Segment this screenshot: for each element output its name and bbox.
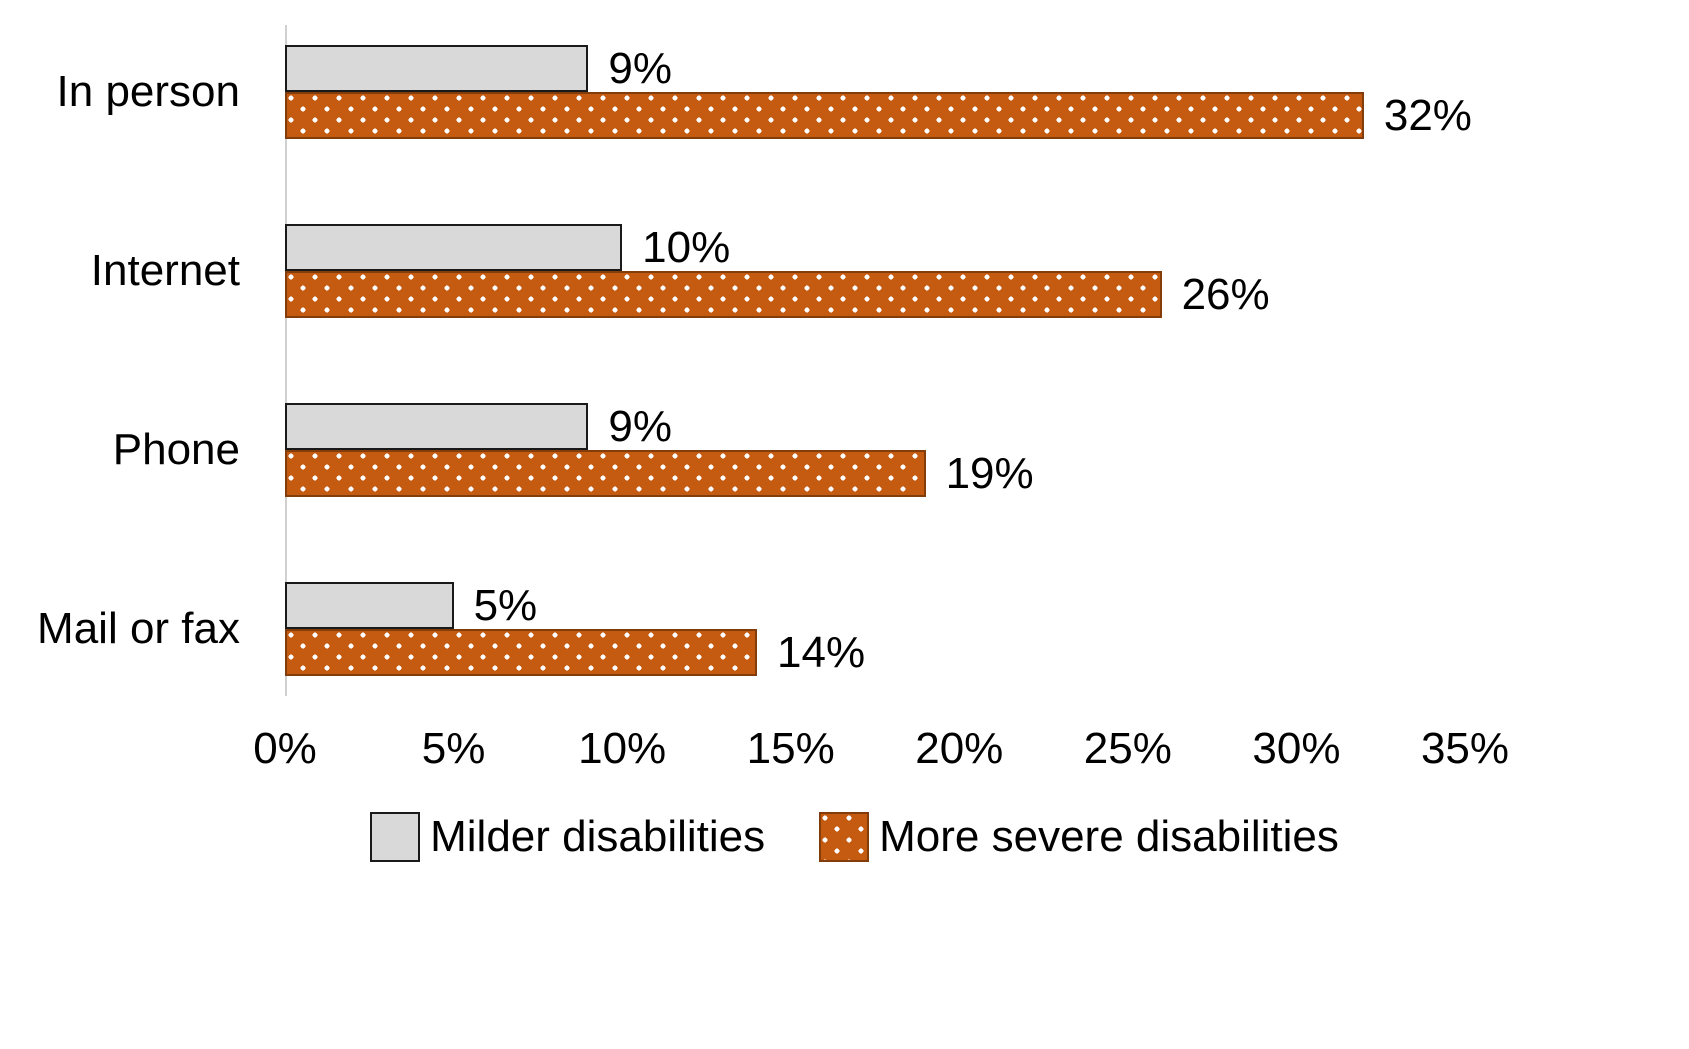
bar-row: 5% [285, 580, 1465, 630]
category-label: Internet [90, 246, 240, 295]
bar-row: 9% [285, 43, 1465, 93]
bar-value-label: 9% [608, 401, 673, 451]
x-tick-label: 20% [915, 724, 1004, 773]
bar-row: 14% [285, 627, 1465, 677]
bar-row: 10% [285, 222, 1465, 272]
x-tick-label: 35% [1420, 724, 1510, 773]
bar-value-label: 5% [473, 580, 538, 630]
legend-label-severe: More severe disabilities [879, 812, 1339, 861]
legend-swatch-severe [819, 812, 870, 862]
plot-area: In person 9% 32% Internet 10% 26% Phone 9% 19% Ma… [0, 25, 1689, 696]
bar-value-label: 9% [608, 43, 673, 93]
x-tick-label: 30% [1252, 724, 1341, 773]
bar-severe [285, 629, 757, 676]
legend-label-milder: Milder disabilities [430, 812, 766, 861]
bar-milder [285, 224, 623, 271]
x-tick-label: 15% [746, 724, 835, 773]
category-label: Mail or fax [37, 604, 240, 653]
bar-row: 19% [285, 448, 1465, 498]
bar-value-label: 26% [1181, 269, 1270, 319]
x-axis: 0% 5% 10% 15% 20% 25% 30% 35% [253, 724, 1509, 784]
category-label: In person [56, 67, 240, 116]
bar-milder [285, 403, 589, 450]
bar-milder [285, 582, 454, 629]
x-tick-label: 25% [1083, 724, 1172, 773]
bar-value-label: 32% [1383, 90, 1472, 140]
category-row: In person 9% 32% [0, 43, 1689, 140]
bar-group: 9% 32% [285, 43, 1472, 140]
legend-swatch-milder [370, 812, 421, 862]
legend-item-milder: Milder disabilities [370, 812, 765, 862]
bar-row: 26% [285, 269, 1465, 319]
bar-severe [285, 271, 1162, 318]
x-tick-label: 10% [578, 724, 667, 773]
bar-group: 5% 14% [285, 580, 1465, 677]
y-axis-line [285, 25, 287, 696]
bar-row: 32% [285, 91, 1472, 140]
legend-item-severe: More severe disabilities [819, 812, 1339, 862]
bar-row: 9% [285, 401, 1465, 451]
category-row: Phone 9% 19% [0, 401, 1689, 498]
category-row: Internet 10% 26% [0, 222, 1689, 319]
bar-group: 9% 19% [285, 401, 1465, 498]
category-row: Mail or fax 5% 14% [0, 580, 1689, 677]
category-label: Phone [112, 425, 240, 474]
bar-value-label: 14% [777, 627, 866, 677]
x-tick-label: 0% [253, 724, 317, 773]
bar-group: 10% 26% [285, 222, 1465, 319]
legend: Milder disabilities More severe disabili… [20, 812, 1689, 862]
x-tick-label: 5% [421, 724, 486, 773]
bar-milder [285, 45, 589, 92]
bar-value-label: 10% [642, 222, 731, 272]
bar-rows: In person 9% 32% Internet 10% 26% Phone 9% 19% Ma… [0, 43, 1689, 677]
bar-severe [285, 92, 1364, 139]
bar-severe [285, 450, 926, 497]
bar-value-label: 19% [945, 448, 1034, 498]
